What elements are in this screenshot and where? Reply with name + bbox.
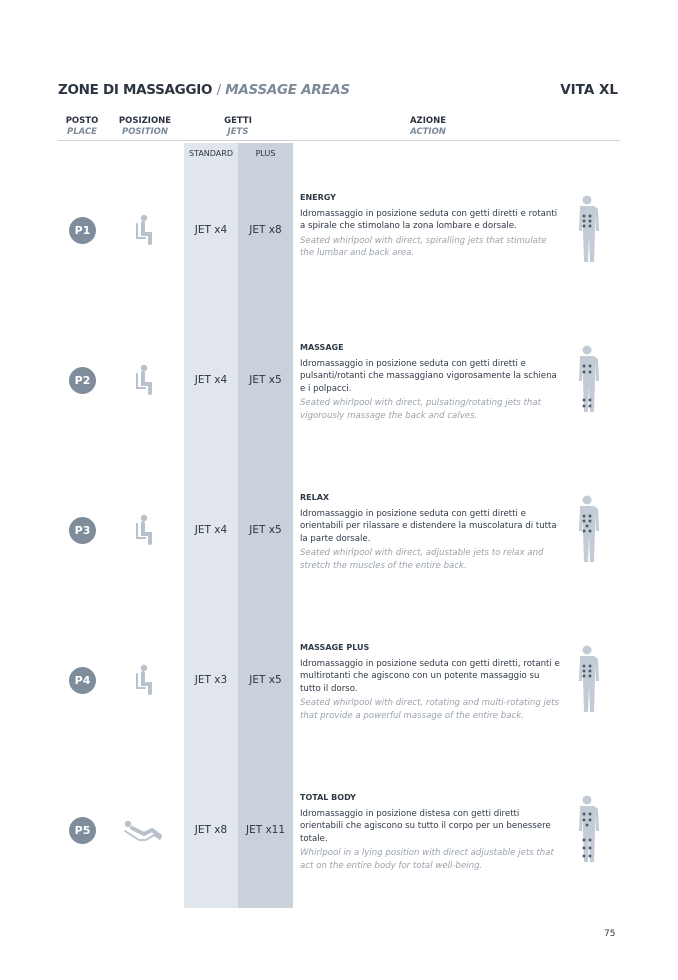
seated-icon xyxy=(122,214,162,246)
body-jets-diagram-icon xyxy=(572,794,602,864)
body-jets-diagram-icon xyxy=(572,644,602,714)
table-row: P4 JET x3 JET x5 MASSAGE PLUS Idromassag… xyxy=(0,643,678,830)
header-divider xyxy=(58,140,620,141)
standard-jets: JET x4 xyxy=(194,374,228,386)
action-text-en: Seated whirlpool with direct, rotating a… xyxy=(300,698,560,721)
body-jets-diagram-icon xyxy=(572,194,602,264)
body-jets-diagram-icon xyxy=(572,344,602,414)
plus-jets: JET x5 xyxy=(249,524,282,536)
table-row: P5 JET x8 JET x11 TOTAL BODY Idromassagg… xyxy=(0,793,678,980)
subheader-standard: STANDARD xyxy=(188,149,233,158)
action-name: MASSAGE PLUS xyxy=(300,643,370,652)
action-text-it: Idromassaggio in posizione seduta con ge… xyxy=(300,658,560,694)
place-badge: P2 xyxy=(69,367,96,394)
place-badge: P4 xyxy=(69,667,96,694)
header-position: POSIZIONE POSITION xyxy=(118,116,172,137)
subheader-plus: PLUS xyxy=(255,149,276,158)
plus-jets: JET x8 xyxy=(249,224,282,236)
header-jets: GETTI JETS xyxy=(224,116,252,137)
action-text-it: Idromassaggio in posizione seduta con ge… xyxy=(300,208,558,232)
header-action: AZIONE ACTION xyxy=(409,116,447,137)
plus-jets: JET x5 xyxy=(249,374,282,386)
model-name: VITA XL xyxy=(560,82,618,98)
lying-icon xyxy=(122,814,162,846)
standard-jets: JET x4 xyxy=(194,224,228,236)
seated-icon xyxy=(122,664,162,696)
action-text-en: Seated whirlpool with direct, spiralling… xyxy=(300,235,547,259)
place-badge: P3 xyxy=(69,517,96,544)
body-jets-diagram-icon xyxy=(572,494,602,564)
table-row: P1 JET x4 JET x8 ENERGY Idromassaggio in… xyxy=(0,193,678,380)
seated-icon xyxy=(122,514,162,546)
action-name: RELAX xyxy=(300,493,330,502)
standard-column-bg xyxy=(184,143,238,908)
action-name: MASSAGE xyxy=(300,343,344,352)
action-description: TOTAL BODY Idromassaggio in posizione di… xyxy=(300,792,562,872)
action-description: RELAX Idromassaggio in posizione seduta … xyxy=(300,492,562,572)
standard-jets: JET x8 xyxy=(194,824,228,836)
plus-column-bg xyxy=(238,143,293,908)
table-row: P2 JET x4 JET x5 MASSAGE Idromassaggio i… xyxy=(0,343,678,530)
action-text-it: Idromassaggio in posizione seduta con ge… xyxy=(300,508,557,544)
action-text-en: Whirlpool in a lying position with direc… xyxy=(300,848,554,871)
plus-jets: JET x11 xyxy=(245,824,286,836)
plus-jets: JET x5 xyxy=(249,674,282,686)
page-number: 75 xyxy=(604,929,616,939)
action-text-it: Idromassaggio in posizione distesa con g… xyxy=(300,808,551,844)
action-text-en: Seated whirlpool with direct, pulsating/… xyxy=(300,398,542,421)
action-text-en: Seated whirlpool with direct, adjustable… xyxy=(300,548,544,571)
place-badge: P1 xyxy=(69,217,96,244)
action-name: ENERGY xyxy=(300,193,336,202)
standard-jets: JET x3 xyxy=(194,674,228,686)
place-badge: P5 xyxy=(69,817,96,844)
action-description: MASSAGE PLUS Idromassaggio in posizione … xyxy=(300,642,562,722)
action-name: TOTAL BODY xyxy=(300,793,356,802)
title-en: MASSAGE AREAS xyxy=(225,82,350,98)
page-title: ZONE DI MASSAGGIO / MASSAGE AREAS xyxy=(58,82,350,98)
table-row: P3 JET x4 JET x5 RELAX Idromassaggio in … xyxy=(0,493,678,680)
action-description: ENERGY Idromassaggio in posizione seduta… xyxy=(300,192,562,260)
header-place: POSTO PLACE xyxy=(65,116,99,137)
standard-jets: JET x4 xyxy=(194,524,228,536)
seated-icon xyxy=(122,364,162,396)
action-description: MASSAGE Idromassaggio in posizione sedut… xyxy=(300,342,562,422)
action-text-it: Idromassaggio in posizione seduta con ge… xyxy=(300,358,557,394)
